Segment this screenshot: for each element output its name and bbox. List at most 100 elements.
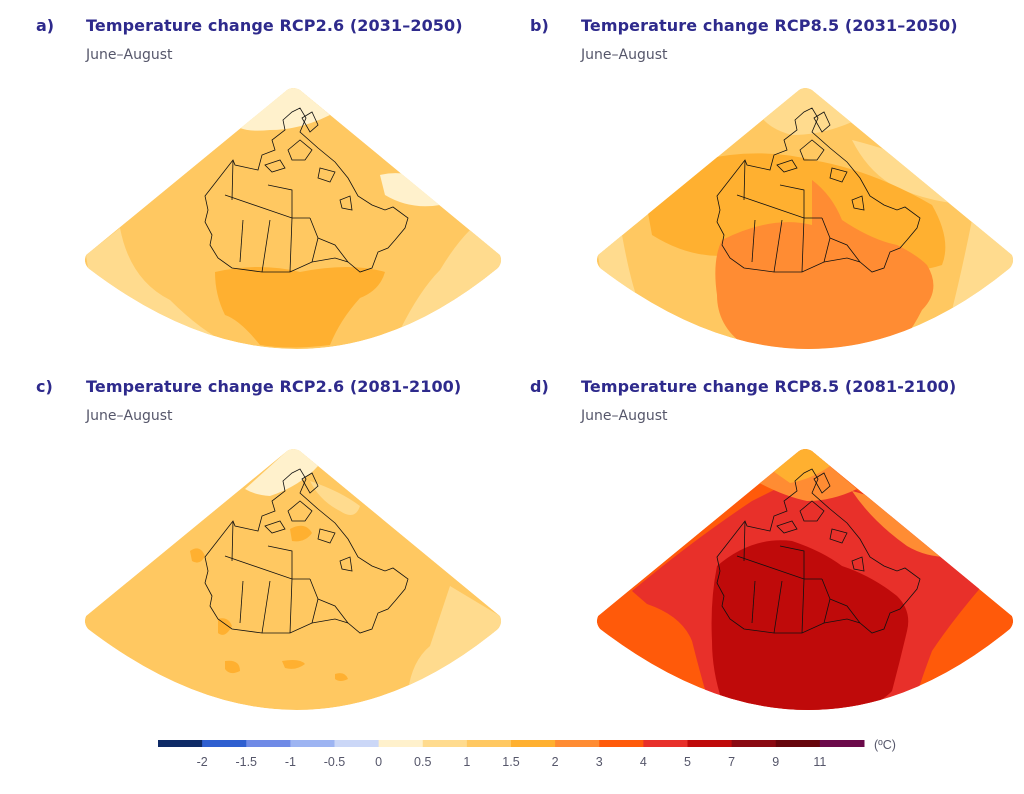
arctic-island: [799, 500, 825, 522]
province-border: [231, 159, 234, 201]
panel-title: Temperature change RCP2.6 (2081-2100): [86, 377, 462, 396]
temperature-region: [715, 180, 934, 349]
panel-subtitle: June–August: [86, 47, 173, 63]
colorbar-bin: [643, 740, 688, 747]
canada-outline: [716, 107, 921, 273]
temperature-region: [245, 449, 318, 496]
temperature-region: [190, 548, 205, 563]
province-border: [751, 580, 756, 624]
colorbar-tick-label: -1.5: [235, 755, 257, 769]
colorbar-tick-label: 11: [813, 755, 826, 769]
temperature-region: [290, 525, 312, 542]
colorbar-bin: [687, 740, 733, 747]
colorbar-tick-label: 0: [375, 755, 382, 769]
temperature-region: [240, 88, 330, 131]
map-field: [84, 88, 502, 349]
province-border: [779, 184, 805, 218]
temperature-region: [225, 660, 240, 674]
colorbar-tick-label: 0.5: [414, 755, 431, 769]
province-border: [317, 598, 349, 624]
province-border: [231, 520, 234, 562]
arctic-island: [339, 556, 353, 572]
map-c: [84, 449, 502, 710]
arctic-island: [851, 195, 865, 211]
panel-title: Temperature change RCP8.5 (2031–2050): [581, 16, 958, 35]
arctic-island: [813, 111, 831, 133]
field-background: [84, 88, 502, 349]
arctic-island: [264, 159, 286, 173]
panel-letter: c): [36, 377, 53, 396]
temperature-region: [335, 673, 348, 681]
province-border: [773, 219, 783, 273]
colorbar-bin: [466, 740, 512, 747]
province-border: [261, 219, 271, 273]
colorbar-bin: [246, 740, 291, 747]
arctic-island: [829, 167, 848, 183]
colorbar-tick-label: 4: [640, 755, 647, 769]
panel-a: a) Temperature change RCP2.6 (2031–2050)…: [0, 0, 512, 370]
canada-outline: [204, 468, 409, 634]
colorbar-tick-label: 7: [728, 755, 735, 769]
canada-boundaries: [716, 468, 921, 634]
temperature-region: [310, 481, 360, 515]
province-border: [829, 237, 861, 263]
colorbar-tick-label: -0.5: [324, 755, 346, 769]
arctic-island: [851, 556, 865, 572]
temperature-region: [86, 228, 230, 345]
map-a: [84, 88, 502, 349]
province-border: [289, 217, 293, 273]
colorbar-bin: [819, 740, 865, 747]
map-field: [596, 88, 1014, 349]
canada-outline: [204, 107, 409, 273]
map-b: [596, 88, 1014, 349]
map-field: [84, 449, 502, 710]
panel-title: Temperature change RCP8.5 (2081-2100): [581, 377, 957, 396]
canada-boundaries: [204, 107, 409, 273]
temperature-region: [282, 660, 305, 669]
colorbar-bins: [158, 740, 865, 747]
colorbar-tick-label: 1: [463, 755, 470, 769]
province-border: [261, 580, 271, 634]
temperature-region: [218, 618, 232, 635]
panel-c: c) Temperature change RCP2.6 (2081-2100)…: [0, 361, 512, 731]
arctic-island: [264, 520, 286, 534]
colorbar-ticks: -2 -1.5 -1 -0.5 0 0.5 1 1.5 2 3 4 5 7 9 11: [197, 755, 827, 769]
arctic-island: [339, 195, 353, 211]
arctic-island: [799, 139, 825, 161]
colorbar-bin: [511, 740, 556, 747]
colorbar-bin: [555, 740, 600, 747]
panel-letter: b): [530, 16, 549, 35]
colorbar-bin: [378, 740, 424, 747]
province-border: [801, 578, 805, 634]
colorbar-tick-label: 5: [684, 755, 691, 769]
temperature-region: [400, 230, 502, 330]
arctic-island: [287, 139, 313, 161]
panel-d: d) Temperature change RCP8.5 (2081-2100)…: [512, 361, 1024, 731]
province-border: [801, 217, 805, 273]
colorbar-bin: [158, 740, 203, 747]
colorbar-bin: [775, 740, 821, 747]
field-background: [84, 449, 502, 710]
colorbar-tick-label: -1: [285, 755, 296, 769]
arctic-island: [301, 472, 319, 494]
panel-title: Temperature change RCP2.6 (2031–2050): [86, 16, 463, 35]
temperature-region: [711, 540, 909, 710]
temperature-region: [952, 220, 1014, 310]
province-border: [743, 520, 746, 562]
arctic-island: [287, 500, 313, 522]
panel-letter: d): [530, 377, 549, 396]
arctic-island: [813, 472, 831, 494]
colorbar-bin: [202, 740, 247, 747]
colorbar-tick-label: 3: [596, 755, 603, 769]
province-border: [239, 219, 244, 263]
province-border: [743, 159, 746, 201]
arctic-island: [301, 111, 319, 133]
canada-boundaries: [204, 468, 409, 634]
arctic-island: [317, 528, 336, 544]
arctic-island: [829, 528, 848, 544]
map-field: [596, 449, 1014, 710]
colorbar-bin: [731, 740, 777, 747]
map-d: [596, 449, 1014, 710]
temperature-region: [380, 173, 440, 207]
arctic-island: [776, 159, 798, 173]
